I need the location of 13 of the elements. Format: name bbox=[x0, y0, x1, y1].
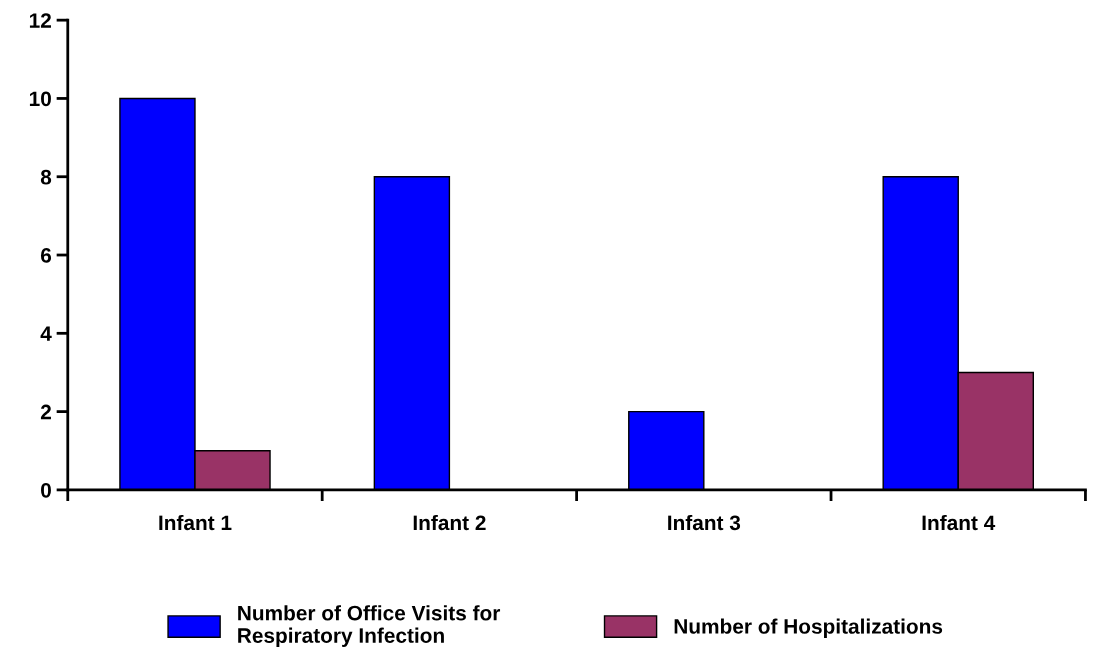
y-tick-label: 2 bbox=[40, 404, 51, 420]
y-tick-label: 12 bbox=[29, 13, 51, 28]
legend-label: Number of Office Visits for Respiratory Infection bbox=[238, 605, 501, 647]
y-tick-label: 0 bbox=[41, 482, 51, 498]
x-tick-label: Infant 4 bbox=[922, 514, 996, 531]
y-tick-label: 4 bbox=[40, 326, 52, 341]
x-tick-label: Infant 2 bbox=[413, 514, 486, 531]
y-tick-label: 8 bbox=[40, 169, 52, 185]
x-tick-label: Infant 1 bbox=[159, 514, 232, 531]
legend-label: Number of Hospitalizations bbox=[674, 618, 943, 638]
y-tick-label: 6 bbox=[40, 248, 52, 263]
x-tick-label: Infant 3 bbox=[668, 514, 741, 531]
y-tick-label: 10 bbox=[29, 91, 51, 107]
